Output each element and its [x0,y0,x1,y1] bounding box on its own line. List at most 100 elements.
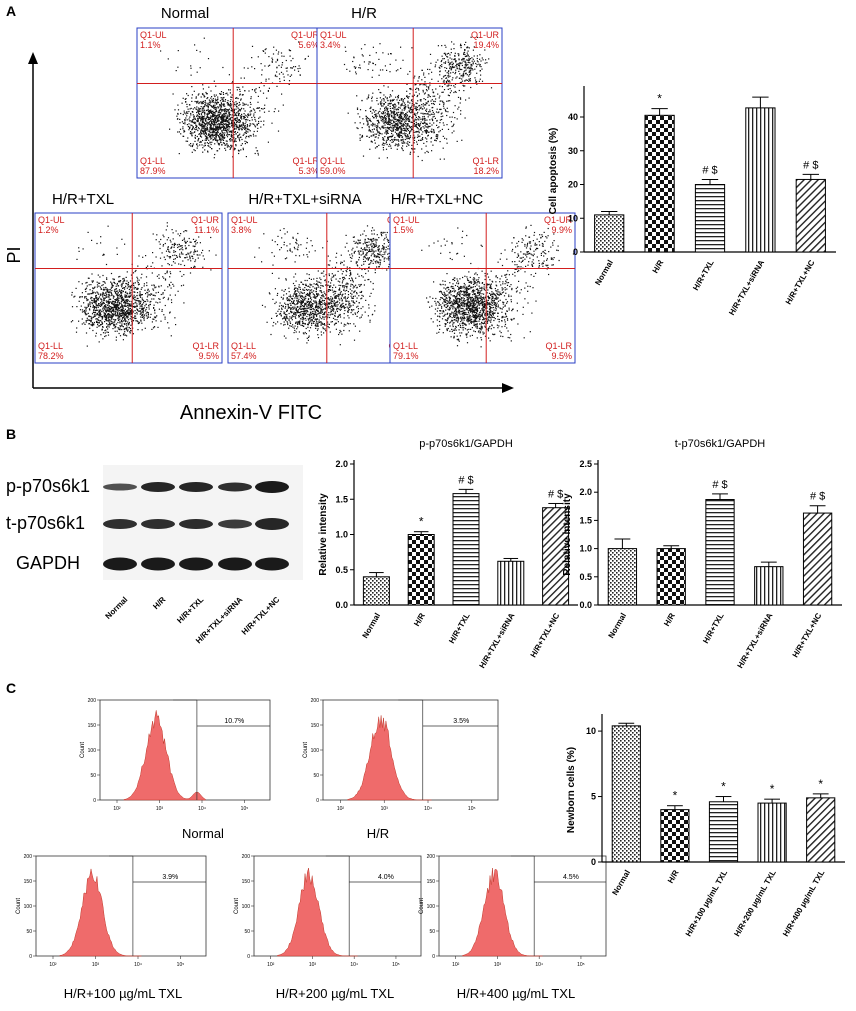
quadrant-label: Q1-LL [231,341,256,351]
histogram-4: 0 50 100 150 200 Count 10² 10³ 10⁴ 10⁵ 4.0% H/R+200… [234,854,422,1001]
blot-band [255,518,289,530]
hist-ytick: 150 [427,879,436,885]
quadrant-label: Q1-UL [231,215,258,225]
blot-band [179,557,213,571]
x-tick-label: H/R+TXL [447,611,472,645]
quadrant-label: Q1-LL [393,341,418,351]
hist-xtick: 10³ [309,962,317,968]
y-tick-label: 10 [586,726,596,736]
hist-ytick: 150 [311,723,320,729]
hist-xtick: 10³ [494,962,502,968]
scatter-frame [136,27,323,179]
y-axis-label: Newborn cells (%) [566,747,577,833]
blot-band [218,482,252,492]
y-tick-label: 1.5 [579,515,592,525]
hist-ylabel: Count [234,898,240,914]
quadrant-value: 3.4% [320,40,341,50]
hist-gate-percent: 3.9% [162,874,178,881]
bar [407,534,435,606]
x-tick-label: H/R [412,611,427,628]
hist-xtick: 10⁵ [468,806,476,812]
hist-xtick: 10⁴ [424,806,432,812]
scatter-dots [70,222,217,347]
hist-ytick: 100 [311,748,320,754]
quadrant-label: Q1-LR [292,156,319,166]
hist-gate-percent: 3.5% [453,718,469,725]
y-tick-label: 5 [591,792,596,802]
quadrant-label: Q1-LL [140,156,165,166]
blot-label-gapdh: GAPDH [16,553,80,573]
hist-ytick: 0 [247,954,250,960]
hist-ylabel: Count [80,742,86,758]
significance-mark: * [818,777,823,791]
bar [660,809,690,863]
hist-xtick: 10⁴ [350,962,358,968]
bar [362,576,390,606]
histogram-caption: H/R+100 µg/mL TXL [64,986,182,1001]
bar [656,548,686,606]
x-tick-label: Normal [607,612,629,640]
histogram-caption: H/R+200 µg/mL TXL [276,986,394,1001]
x-tick-label: H/R+TXL+siRNA [727,258,766,317]
significance-mark: # $ [810,491,825,503]
quadrant-value: 11.1% [194,225,219,235]
y-tick-label: 2.0 [579,487,592,497]
x-tick-label: H/R [662,611,677,628]
y-axis-label: Relative intensity [318,493,329,576]
quadrant-label: Q1-UL [38,215,65,225]
hist-ytick: 0 [29,954,32,960]
histogram-frame [438,855,607,957]
bar [644,114,675,253]
quadrant-label: Q1-LR [545,341,572,351]
blot-band [103,483,137,491]
significance-mark: # $ [702,164,717,176]
x-tick-label: Normal [361,612,383,640]
hist-xtick: 10² [337,806,345,812]
quadrant-value: 1.2% [38,225,59,235]
hist-ytick: 0 [93,798,96,804]
scatter-title: H/R+TXL+NC [391,191,484,208]
significance-mark: * [673,789,678,803]
y-axis-label: Relative intensity [562,493,573,576]
blot-band [141,519,175,529]
x-tick-label: Normal [593,259,615,287]
histogram-3: 0 50 100 150 200 Count 10² 10³ 10⁴ 10⁵ 3.9% H/R+100… [16,854,207,1001]
scatter-title: H/R [351,5,377,22]
bar-chart-newborn: 0 5 10 Newborn cells (%) Normal * H/R * H/R+100 … [566,714,845,938]
scatter-title: H/R+TXL+siRNA [248,191,361,208]
hist-ytick: 0 [432,954,435,960]
y-tick-label: 2.0 [335,459,348,469]
hist-xtick: 10⁴ [535,962,543,968]
scatter-dots [160,37,309,159]
hist-ytick: 200 [88,698,97,704]
quadrant-value: 9.9% [551,225,572,235]
quadrant-value: 5.6% [298,40,319,50]
y-tick-label: 0.0 [579,600,592,610]
y-tick-label: 1.5 [335,494,348,504]
blot-lane-label: H/R+TXL [175,595,205,625]
y-tick-label: 0.5 [579,572,592,582]
annexin-axis-label: Annexin-V FITC [180,402,322,424]
hist-ytick: 200 [311,698,320,704]
hist-ytick: 100 [427,904,436,910]
hist-ytick: 100 [24,904,33,910]
quadrant-label: Q1-LL [320,156,345,166]
scatter-dots [254,225,412,346]
quadrant-label: Q1-UL [320,30,347,40]
histogram-5: 0 50 100 150 200 Count 10² 10³ 10⁴ 10⁵ 4.5% H/R+400… [419,854,607,1001]
hist-xtick: 10⁵ [577,962,585,968]
quadrant-label: Q1-UR [291,30,320,40]
quadrant-value: 57.4% [231,351,257,361]
quadrant-value: 87.9% [140,166,166,176]
hist-gate-percent: 4.5% [563,874,579,881]
histogram-peak [123,710,206,801]
quadrant-label: Q1-UL [393,215,420,225]
blot-band [103,519,137,529]
bar [708,801,739,863]
y-axis-label: Cell apoptosis (%) [548,128,559,215]
scatter-frame [227,212,419,364]
chart-title: t-p70s6k1/GAPDH [675,438,766,450]
